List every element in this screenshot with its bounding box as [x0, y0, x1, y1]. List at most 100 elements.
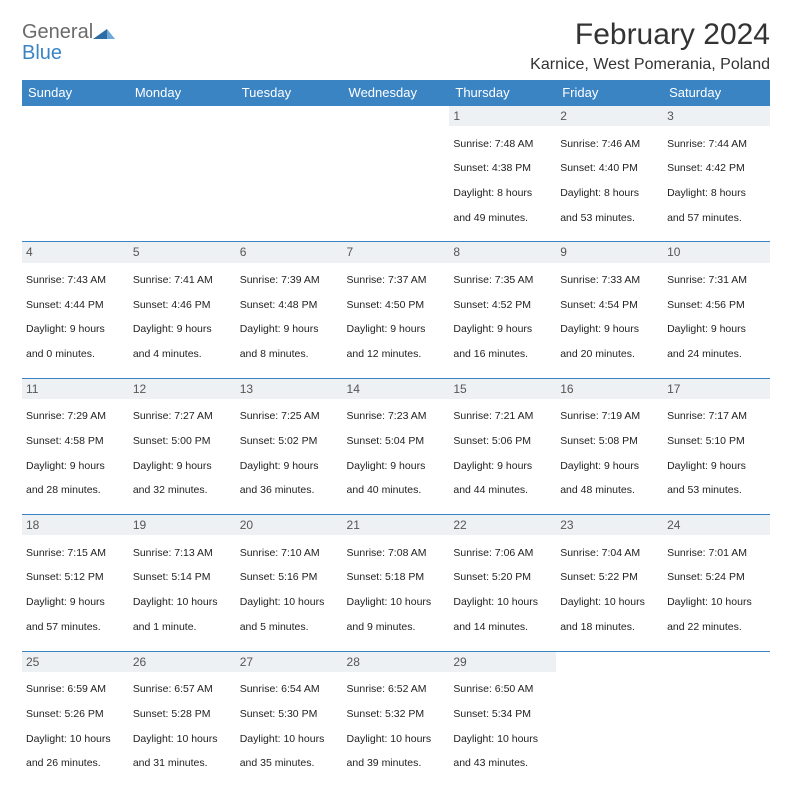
- sunrise-text: Sunrise: 7:23 AM: [347, 409, 446, 423]
- calendar-cell: 1Sunrise: 7:48 AMSunset: 4:38 PMDaylight…: [449, 106, 556, 242]
- weekday-header: Saturday: [663, 80, 770, 106]
- sunrise-text: Sunrise: 7:39 AM: [240, 273, 339, 287]
- daylight-text: and 24 minutes.: [667, 347, 766, 361]
- logo-mark-icon: [93, 23, 115, 43]
- header: General Blue February 2024 Karnice, West…: [22, 18, 770, 74]
- sunrise-text: Sunrise: 7:19 AM: [560, 409, 659, 423]
- calendar-cell: [129, 106, 236, 242]
- sunrise-text: Sunrise: 7:31 AM: [667, 273, 766, 287]
- sunset-text: Sunset: 4:56 PM: [667, 298, 766, 312]
- calendar-cell: 18Sunrise: 7:15 AMSunset: 5:12 PMDayligh…: [22, 515, 129, 651]
- calendar-cell: 29Sunrise: 6:50 AMSunset: 5:34 PMDayligh…: [449, 651, 556, 787]
- calendar-week-row: 11Sunrise: 7:29 AMSunset: 4:58 PMDayligh…: [22, 378, 770, 514]
- calendar-cell: 2Sunrise: 7:46 AMSunset: 4:40 PMDaylight…: [556, 106, 663, 242]
- weekday-header: Monday: [129, 80, 236, 106]
- day-number: 5: [129, 242, 236, 262]
- daylight-text: Daylight: 10 hours: [347, 595, 446, 609]
- daylight-text: and 12 minutes.: [347, 347, 446, 361]
- day-number: 15: [449, 379, 556, 399]
- day-number: 11: [22, 379, 129, 399]
- logo-word-2: Blue: [22, 42, 62, 64]
- sunset-text: Sunset: 4:50 PM: [347, 298, 446, 312]
- calendar-week-row: 18Sunrise: 7:15 AMSunset: 5:12 PMDayligh…: [22, 515, 770, 651]
- day-number: 3: [663, 106, 770, 126]
- daylight-text: and 57 minutes.: [667, 211, 766, 225]
- calendar-cell: 17Sunrise: 7:17 AMSunset: 5:10 PMDayligh…: [663, 378, 770, 514]
- daylight-text: Daylight: 9 hours: [26, 459, 125, 473]
- daylight-text: and 53 minutes.: [560, 211, 659, 225]
- calendar-cell: [556, 651, 663, 787]
- sunrise-text: Sunrise: 7:35 AM: [453, 273, 552, 287]
- sunrise-text: Sunrise: 7:21 AM: [453, 409, 552, 423]
- day-number: 20: [236, 515, 343, 535]
- sunrise-text: Sunrise: 6:59 AM: [26, 682, 125, 696]
- weekday-header: Sunday: [22, 80, 129, 106]
- sunrise-text: Sunrise: 7:41 AM: [133, 273, 232, 287]
- daylight-text: and 39 minutes.: [347, 756, 446, 770]
- sunrise-text: Sunrise: 7:08 AM: [347, 546, 446, 560]
- sunset-text: Sunset: 5:10 PM: [667, 434, 766, 448]
- daylight-text: Daylight: 9 hours: [347, 322, 446, 336]
- calendar-week-row: 4Sunrise: 7:43 AMSunset: 4:44 PMDaylight…: [22, 242, 770, 378]
- sunrise-text: Sunrise: 7:46 AM: [560, 137, 659, 151]
- daylight-text: and 35 minutes.: [240, 756, 339, 770]
- daylight-text: Daylight: 9 hours: [453, 322, 552, 336]
- calendar-cell: 25Sunrise: 6:59 AMSunset: 5:26 PMDayligh…: [22, 651, 129, 787]
- weekday-header: Friday: [556, 80, 663, 106]
- sunrise-text: Sunrise: 7:25 AM: [240, 409, 339, 423]
- day-number: 7: [343, 242, 450, 262]
- calendar-cell: 15Sunrise: 7:21 AMSunset: 5:06 PMDayligh…: [449, 378, 556, 514]
- daylight-text: and 18 minutes.: [560, 620, 659, 634]
- daylight-text: Daylight: 10 hours: [453, 595, 552, 609]
- sunset-text: Sunset: 5:30 PM: [240, 707, 339, 721]
- sunrise-text: Sunrise: 7:06 AM: [453, 546, 552, 560]
- sunset-text: Sunset: 5:12 PM: [26, 570, 125, 584]
- calendar-cell: [343, 106, 450, 242]
- title-block: February 2024 Karnice, West Pomerania, P…: [530, 18, 770, 74]
- daylight-text: Daylight: 10 hours: [240, 595, 339, 609]
- sunset-text: Sunset: 4:52 PM: [453, 298, 552, 312]
- sunset-text: Sunset: 5:24 PM: [667, 570, 766, 584]
- daylight-text: Daylight: 10 hours: [133, 732, 232, 746]
- calendar-cell: 6Sunrise: 7:39 AMSunset: 4:48 PMDaylight…: [236, 242, 343, 378]
- daylight-text: Daylight: 10 hours: [453, 732, 552, 746]
- daylight-text: Daylight: 10 hours: [560, 595, 659, 609]
- calendar-cell: 28Sunrise: 6:52 AMSunset: 5:32 PMDayligh…: [343, 651, 450, 787]
- sunset-text: Sunset: 5:08 PM: [560, 434, 659, 448]
- daylight-text: and 8 minutes.: [240, 347, 339, 361]
- calendar-cell: 23Sunrise: 7:04 AMSunset: 5:22 PMDayligh…: [556, 515, 663, 651]
- sunrise-text: Sunrise: 7:37 AM: [347, 273, 446, 287]
- day-number: 13: [236, 379, 343, 399]
- sunset-text: Sunset: 4:42 PM: [667, 161, 766, 175]
- calendar-cell: 20Sunrise: 7:10 AMSunset: 5:16 PMDayligh…: [236, 515, 343, 651]
- daylight-text: Daylight: 10 hours: [347, 732, 446, 746]
- daylight-text: and 49 minutes.: [453, 211, 552, 225]
- sunset-text: Sunset: 5:22 PM: [560, 570, 659, 584]
- daylight-text: and 4 minutes.: [133, 347, 232, 361]
- daylight-text: Daylight: 9 hours: [347, 459, 446, 473]
- day-number: 21: [343, 515, 450, 535]
- day-number: 8: [449, 242, 556, 262]
- daylight-text: and 0 minutes.: [26, 347, 125, 361]
- sunset-text: Sunset: 4:46 PM: [133, 298, 232, 312]
- calendar-cell: 24Sunrise: 7:01 AMSunset: 5:24 PMDayligh…: [663, 515, 770, 651]
- daylight-text: Daylight: 9 hours: [667, 322, 766, 336]
- logo-word-1: General: [22, 21, 93, 43]
- calendar-cell: [663, 651, 770, 787]
- sunset-text: Sunset: 5:04 PM: [347, 434, 446, 448]
- sunset-text: Sunset: 4:38 PM: [453, 161, 552, 175]
- sunrise-text: Sunrise: 7:44 AM: [667, 137, 766, 151]
- daylight-text: Daylight: 8 hours: [667, 186, 766, 200]
- day-number: 9: [556, 242, 663, 262]
- daylight-text: Daylight: 9 hours: [240, 459, 339, 473]
- sunrise-text: Sunrise: 6:50 AM: [453, 682, 552, 696]
- sunrise-text: Sunrise: 7:04 AM: [560, 546, 659, 560]
- daylight-text: Daylight: 10 hours: [240, 732, 339, 746]
- sunset-text: Sunset: 4:44 PM: [26, 298, 125, 312]
- calendar-cell: 22Sunrise: 7:06 AMSunset: 5:20 PMDayligh…: [449, 515, 556, 651]
- sunrise-text: Sunrise: 7:10 AM: [240, 546, 339, 560]
- daylight-text: and 57 minutes.: [26, 620, 125, 634]
- sunrise-text: Sunrise: 7:13 AM: [133, 546, 232, 560]
- sunrise-text: Sunrise: 6:57 AM: [133, 682, 232, 696]
- calendar-cell: 16Sunrise: 7:19 AMSunset: 5:08 PMDayligh…: [556, 378, 663, 514]
